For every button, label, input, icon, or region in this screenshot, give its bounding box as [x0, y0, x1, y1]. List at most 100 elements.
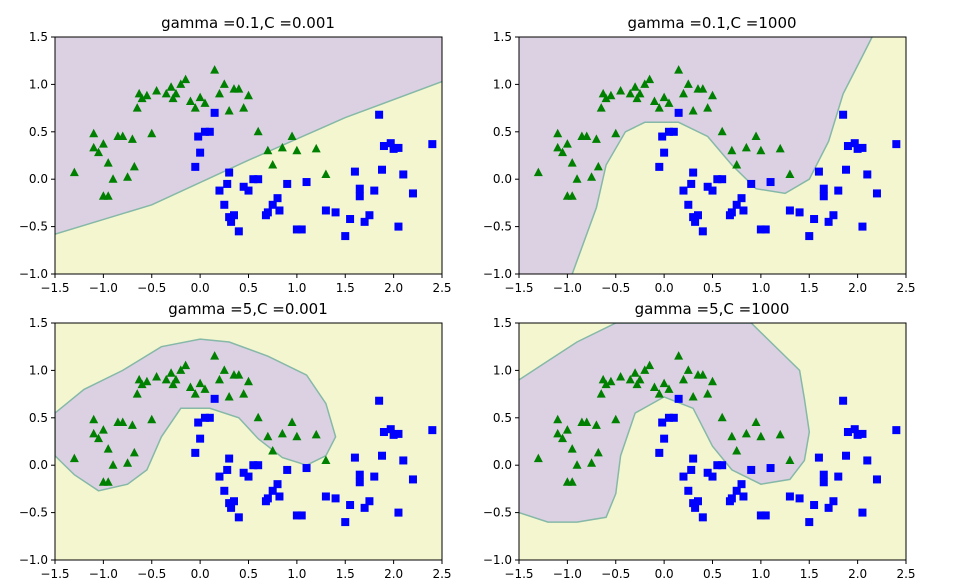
data-point-square — [196, 148, 205, 157]
data-point-triangle — [190, 389, 200, 398]
data-point-square — [785, 492, 794, 501]
data-point-square — [331, 494, 340, 503]
data-point-square — [297, 511, 306, 520]
data-point-triangle — [244, 376, 253, 386]
data-point-square — [302, 464, 311, 473]
data-point-square — [275, 492, 284, 501]
decision-boundary — [519, 323, 811, 523]
data-point-triangle — [632, 93, 642, 103]
data-point-triangle — [606, 376, 616, 386]
data-point-triangle — [698, 84, 708, 93]
data-point-square — [375, 396, 384, 405]
data-point-square — [205, 127, 214, 136]
x-tick-label: −1.5 — [504, 567, 533, 581]
data-point-triangle — [287, 131, 297, 141]
data-point-square — [819, 478, 828, 487]
data-point-square — [350, 453, 359, 462]
data-point-square — [428, 426, 437, 435]
data-point-square — [858, 222, 867, 231]
data-point-triangle — [630, 368, 640, 377]
data-point-triangle — [244, 90, 253, 100]
data-point-square — [223, 179, 232, 188]
data-point-triangle — [640, 79, 650, 88]
data-point-square — [761, 225, 770, 234]
x-tick-label: 1.5 — [800, 281, 819, 295]
x-tick-label: 1.0 — [751, 281, 770, 295]
data-point-triangle — [152, 372, 162, 381]
data-point-square — [273, 480, 282, 489]
data-point-square — [892, 140, 901, 149]
data-point-triangle — [567, 158, 577, 167]
data-point-triangle — [567, 444, 577, 453]
data-point-triangle — [253, 126, 263, 136]
data-point-triangle — [311, 143, 321, 153]
data-point-square — [810, 215, 819, 224]
data-point-square — [394, 143, 403, 152]
data-point-triangle — [181, 74, 191, 84]
data-point-square — [194, 132, 203, 141]
data-point-triangle — [678, 374, 688, 384]
y-tick-label: 1.5 — [29, 316, 48, 330]
data-point-triangle — [645, 74, 655, 84]
data-point-triangle — [756, 431, 766, 441]
data-point-triangle — [234, 370, 244, 379]
data-point-square — [824, 503, 833, 512]
data-point-triangle — [683, 365, 693, 374]
data-point-square — [375, 110, 384, 119]
data-point-square — [346, 215, 355, 224]
data-point-triangle — [562, 425, 572, 434]
data-point-triangle — [611, 128, 621, 138]
data-point-triangle — [171, 88, 181, 98]
data-point-triangle — [239, 103, 249, 112]
data-point-square — [355, 184, 364, 193]
data-point-square — [689, 213, 698, 222]
data-point-square — [829, 497, 838, 506]
data-point-square — [766, 178, 775, 187]
data-point-square — [842, 165, 851, 174]
data-point-triangle — [214, 88, 224, 98]
y-tick-label: −0.5 — [19, 506, 48, 520]
y-tick-label: 0.5 — [493, 125, 512, 139]
data-point-square — [669, 127, 678, 136]
data-point-triangle — [123, 458, 133, 467]
data-point-triangle — [108, 174, 118, 183]
data-point-square — [674, 394, 683, 403]
data-point-square — [689, 454, 698, 463]
data-point-square — [703, 182, 712, 191]
data-point-triangle — [171, 374, 181, 384]
data-point-triangle — [562, 191, 572, 200]
data-point-square — [225, 213, 234, 222]
subplot-2-title: gamma =0.1,C =1000 — [627, 14, 796, 32]
data-point-triangle — [166, 368, 176, 377]
data-point-triangle — [127, 420, 137, 429]
x-tick-label: 2.0 — [848, 567, 867, 581]
x-tick-label: 0.5 — [239, 567, 258, 581]
data-point-triangle — [219, 79, 229, 88]
data-point-square — [737, 194, 746, 203]
data-point-triangle — [268, 159, 278, 169]
data-point-triangle — [649, 382, 659, 391]
y-tick-label: 1.5 — [493, 316, 512, 330]
data-point-triangle — [132, 389, 142, 398]
data-point-square — [370, 472, 379, 481]
data-point-triangle — [635, 88, 645, 98]
data-point-square — [355, 470, 364, 479]
data-point-square — [263, 494, 272, 503]
x-tick-label: 2.5 — [432, 567, 451, 581]
data-point-square — [428, 140, 437, 149]
data-point-triangle — [210, 65, 220, 74]
x-tick-label: −1.0 — [89, 567, 118, 581]
data-point-square — [834, 186, 843, 195]
data-point-square — [225, 499, 234, 508]
data-point-triangle — [558, 433, 568, 443]
data-point-square — [249, 175, 258, 184]
x-tick-label: 0.0 — [191, 281, 210, 295]
data-point-square — [302, 178, 311, 187]
y-tick-label: 0.0 — [29, 172, 48, 186]
data-point-triangle — [688, 105, 698, 115]
data-point-square — [360, 503, 369, 512]
x-tick-label: −0.5 — [601, 567, 630, 581]
data-point-triangle — [572, 460, 582, 469]
x-tick-label: 1.0 — [287, 281, 306, 295]
data-point-triangle — [94, 433, 104, 443]
